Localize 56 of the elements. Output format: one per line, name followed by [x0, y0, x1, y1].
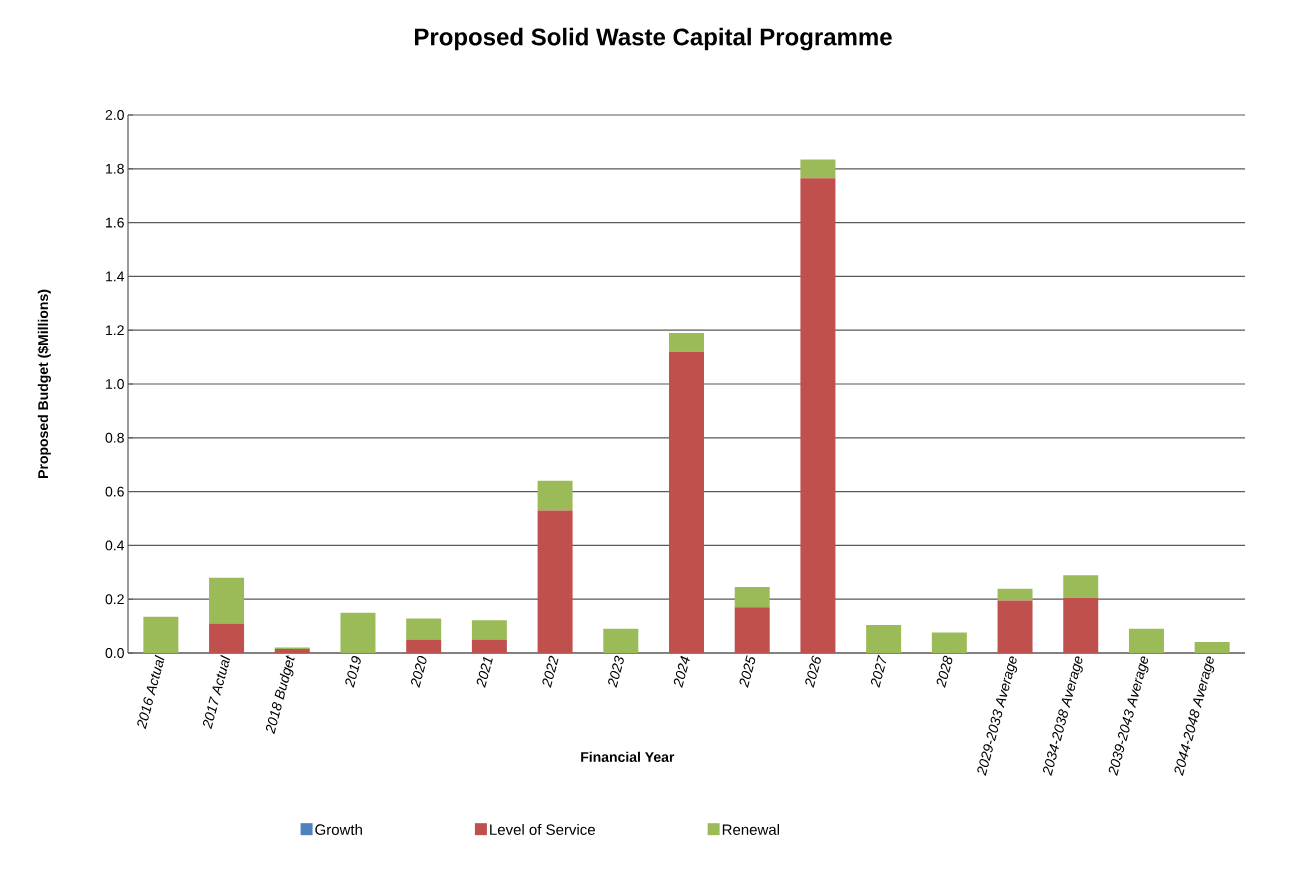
x-tick-label: 2026 [805, 655, 821, 688]
x-tick-label: 2023 [608, 655, 624, 688]
chart-title: Proposed Solid Waste Capital Programme [414, 27, 892, 51]
bar [209, 623, 245, 653]
bar [537, 480, 573, 511]
bar [406, 639, 442, 653]
x-tick-label: 2028 [936, 655, 953, 688]
bar [1128, 628, 1164, 653]
x-tick-label: 2016 Actual [137, 654, 165, 730]
bar [603, 628, 639, 653]
y-tick-label: 0.0 [105, 648, 124, 658]
bar [997, 600, 1033, 653]
y-tick-label: 1.4 [106, 271, 125, 282]
y-tick-label: 1.6 [106, 217, 124, 228]
x-tick-label: 2020 [411, 655, 427, 688]
x-tick-label: 2019 [345, 656, 361, 688]
bar [931, 632, 967, 653]
bar [669, 332, 705, 352]
bar [143, 616, 179, 653]
y-tick-label: 0.4 [105, 540, 125, 551]
x-tick-label: 2021 [476, 656, 493, 688]
y-tick-label: 2.0 [105, 110, 124, 120]
bar [800, 178, 836, 653]
bar [471, 639, 507, 653]
bar [406, 618, 442, 640]
bar [734, 587, 770, 608]
y-tick-label: 1.8 [106, 163, 124, 174]
x-tick-label: 2024 [673, 655, 690, 688]
bar [471, 620, 507, 640]
x-tick-label: 2022 [542, 655, 559, 688]
y-tick-label: 0.8 [105, 432, 124, 443]
legend-label: Growth [315, 823, 362, 835]
x-tick-label: 2017 Actual [202, 654, 231, 730]
bar [800, 159, 836, 179]
bar [1194, 641, 1230, 653]
bar [866, 625, 902, 653]
x-axis-title: Financial Year [581, 751, 675, 762]
bar [734, 607, 770, 653]
x-tick-label: 2018 Budget [265, 655, 295, 735]
y-tick-label: 1.2 [106, 325, 124, 336]
bar [209, 577, 245, 624]
y-tick-label: 0.6 [105, 486, 124, 497]
x-tick-label: 2025 [739, 655, 756, 688]
bar [997, 588, 1033, 601]
legend-label: Renewal [722, 823, 779, 835]
y-tick-label: 1.0 [106, 379, 124, 389]
bar [669, 351, 705, 653]
bar [537, 510, 573, 653]
legend-label: Level of Service [490, 823, 595, 835]
y-axis-title: Proposed Budget ($Millions) [37, 289, 51, 478]
bar [274, 648, 310, 653]
bar [1063, 575, 1099, 598]
bar [340, 612, 376, 653]
bar [1063, 597, 1099, 653]
x-tick-label: 2027 [870, 654, 887, 688]
y-tick-label: 0.2 [105, 594, 124, 605]
